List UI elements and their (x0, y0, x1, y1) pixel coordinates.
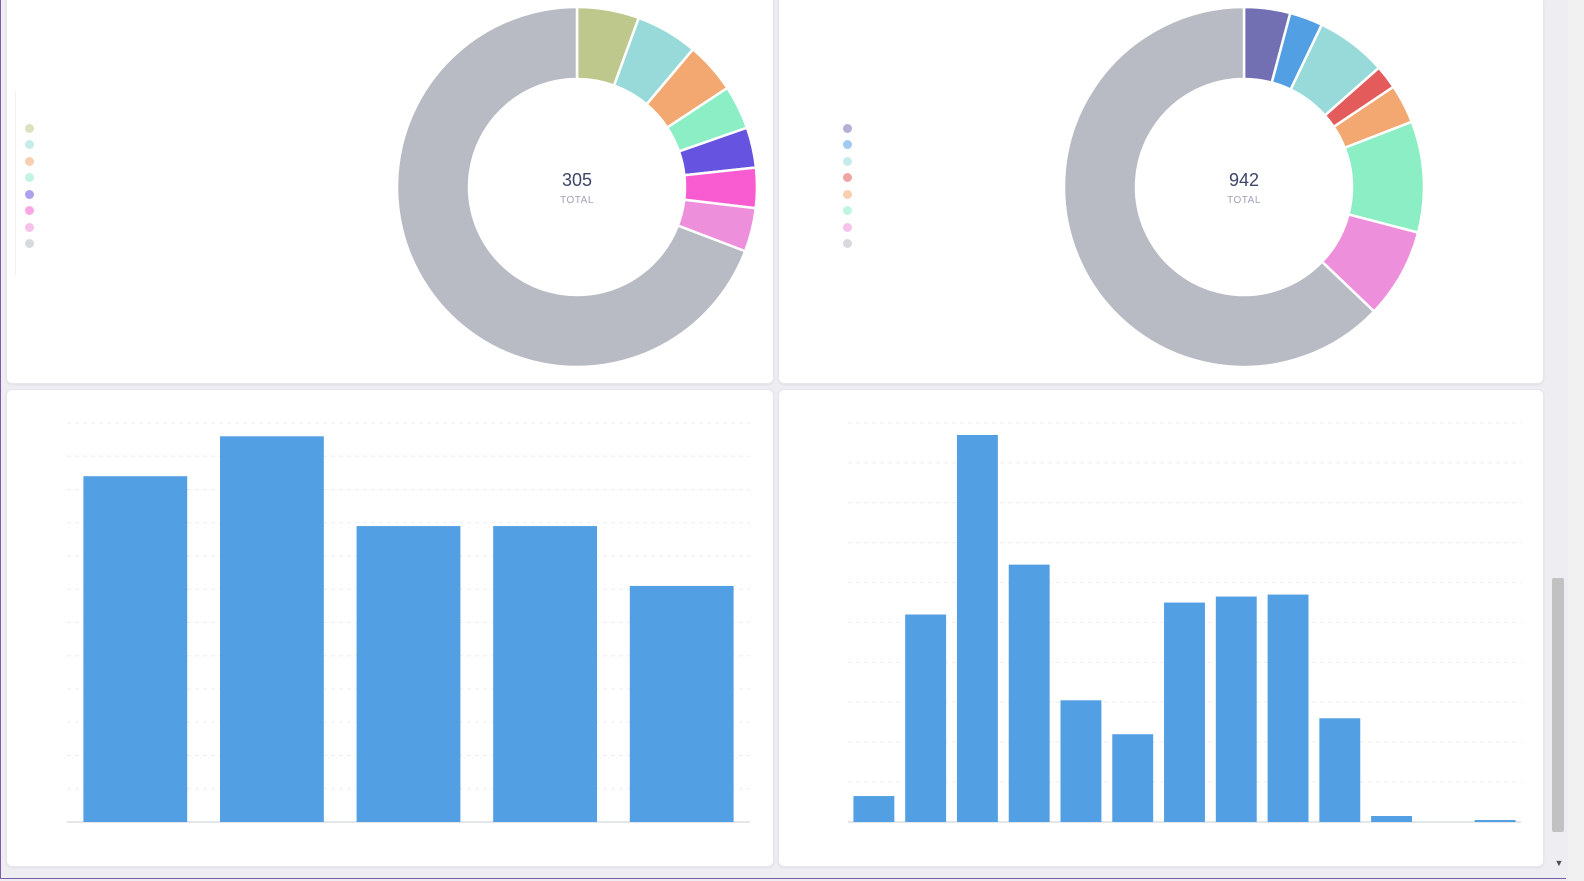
legend-swatch (843, 173, 852, 182)
legend-swatch (25, 140, 34, 149)
donut-total-value: 942 (1229, 170, 1259, 190)
legend-item[interactable] (25, 171, 41, 185)
bar[interactable] (1267, 594, 1309, 822)
bar[interactable] (493, 526, 598, 822)
donut-total-label: TOTAL (1227, 195, 1261, 206)
donut-chart-right: 942 TOTAL (1062, 5, 1426, 369)
donut-chart-left: 305 TOTAL (395, 5, 759, 369)
donut-card-right: 942 TOTAL (778, 0, 1544, 384)
bar[interactable] (1112, 734, 1154, 822)
legend-item[interactable] (843, 204, 859, 218)
legend-swatch (843, 140, 852, 149)
legend-swatch (843, 123, 852, 133)
scroll-down-icon[interactable]: ▼ (1554, 858, 1564, 868)
bar[interactable] (83, 476, 188, 822)
legend-swatch (843, 222, 852, 232)
legend-item[interactable] (843, 121, 859, 135)
legend-swatch (25, 206, 34, 215)
bar[interactable] (1319, 718, 1361, 822)
bar[interactable] (1474, 820, 1516, 822)
legend-item[interactable] (843, 171, 859, 185)
legend-item[interactable] (25, 138, 41, 152)
legend-swatch (25, 156, 34, 166)
legend-item[interactable] (843, 154, 859, 168)
bar-card-left (6, 389, 774, 867)
legend-item[interactable] (25, 237, 41, 251)
bar[interactable] (853, 796, 895, 822)
scrollbar-thumb[interactable] (1552, 578, 1564, 832)
bar[interactable] (905, 614, 947, 822)
donut-card-left: 305 TOTAL (6, 0, 774, 384)
legend-item[interactable] (25, 220, 41, 234)
bar-chart-right (848, 422, 1521, 823)
legend-swatch (25, 222, 34, 232)
bar[interactable] (1215, 596, 1257, 822)
legend-item[interactable] (843, 138, 859, 152)
bar-chart-left (67, 422, 750, 823)
legend-swatch (25, 173, 34, 182)
legend-item[interactable] (843, 220, 859, 234)
legend-swatch (843, 239, 852, 248)
scrollbar-track[interactable] (1568, 0, 1584, 881)
bar[interactable] (1371, 816, 1413, 822)
bar[interactable] (1164, 602, 1205, 822)
legend-swatch (843, 189, 852, 199)
donut-slice[interactable] (1062, 5, 1376, 369)
bar-card-right (778, 389, 1544, 867)
legend-swatch (25, 239, 34, 248)
legend-item[interactable] (25, 121, 41, 135)
bar[interactable] (1008, 564, 1050, 822)
bar[interactable] (629, 585, 734, 822)
bar[interactable] (956, 434, 998, 822)
legend-swatch (25, 189, 34, 199)
bar[interactable] (356, 526, 461, 822)
legend-swatch (25, 123, 34, 133)
legend-swatch (843, 156, 852, 166)
donut-total-label: TOTAL (560, 195, 594, 206)
donut-total-value: 305 (562, 170, 592, 190)
legend-item[interactable] (843, 187, 859, 201)
legend-item[interactable] (25, 187, 41, 201)
legend-item[interactable] (843, 237, 859, 251)
bar[interactable] (219, 436, 324, 822)
donut-slice[interactable] (395, 5, 747, 369)
legend-divider (15, 91, 16, 275)
legend-swatch (843, 206, 852, 215)
bar[interactable] (1060, 700, 1102, 822)
legend-item[interactable] (25, 154, 41, 168)
legend-item[interactable] (25, 204, 41, 218)
